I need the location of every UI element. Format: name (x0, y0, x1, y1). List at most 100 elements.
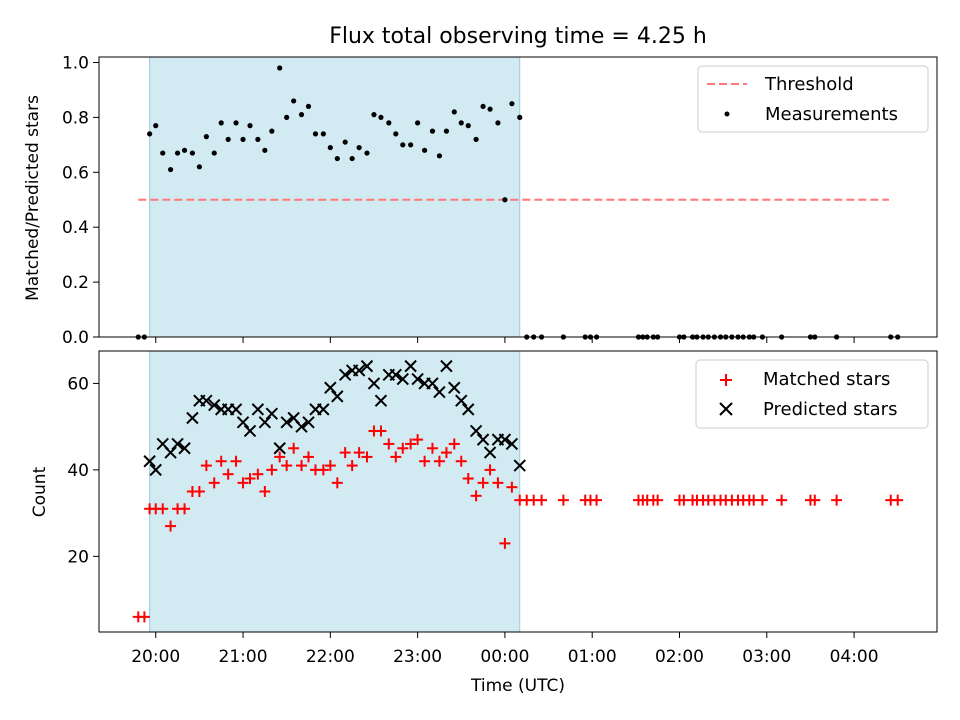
predicted-star-point (280, 416, 293, 429)
measurement-point (262, 147, 268, 153)
matched-star-point (317, 464, 329, 476)
measurement-point (153, 123, 159, 129)
predicted-star-point (164, 446, 177, 459)
measurement-point (269, 128, 275, 134)
measurement-point (218, 120, 224, 126)
measurement-point (147, 131, 153, 137)
legend-measurements-label: Measurements (765, 104, 898, 125)
measurement-point (349, 155, 355, 162)
predicted-star-point (498, 433, 512, 446)
measurement-point (465, 123, 471, 129)
matched-star-point (433, 455, 445, 467)
predicted-star-point (208, 398, 221, 412)
matched-star-point (591, 494, 603, 506)
y-tick-label: 20 (67, 547, 89, 567)
predicted-star-point (324, 381, 337, 394)
chart-title: Flux total observing time = 4.25 h (329, 24, 707, 49)
measurement-point (334, 155, 340, 162)
measurement-point (277, 65, 283, 71)
matched-star-point (390, 451, 402, 463)
measurement-point (415, 120, 421, 126)
bottom-y-ticks: 20 40 60 (67, 374, 99, 567)
predicted-star-point (331, 390, 344, 403)
legend-matched-swatch (720, 374, 732, 386)
x-tick-label: 00:00 (480, 647, 529, 667)
y-tick-label: 0.6 (62, 163, 89, 183)
predicted-star-point (352, 364, 366, 377)
predicted-star-point (338, 368, 352, 381)
matched-star-point (499, 537, 511, 549)
measurement-point (473, 136, 479, 142)
top-legend: Threshold Measurements (697, 65, 929, 133)
matched-star-point (412, 434, 424, 446)
matched-star-point (405, 438, 417, 450)
measurement-point (189, 150, 196, 156)
x-tick-label: 21:00 (219, 647, 268, 667)
y-tick-label: 0.0 (62, 328, 89, 348)
measurement-point (342, 139, 348, 145)
top-y-ticks: 0.0 0.2 0.4 0.6 0.8 1.0 (62, 53, 99, 348)
measurement-point (284, 114, 290, 120)
matched-star-point (375, 425, 387, 437)
measurement-point (421, 147, 428, 153)
measurement-point (429, 128, 436, 134)
matched-star-point (288, 442, 300, 454)
matched-star-point (179, 503, 191, 515)
y-tick-label: 1.0 (62, 53, 89, 73)
top-y-axis-label: Matched/Predicted stars (23, 95, 43, 301)
matched-star-point (281, 460, 293, 472)
measurement-point (386, 120, 392, 126)
predicted-star-point (455, 394, 468, 407)
bottom-x-ticks: 20:00 21:00 22:00 23:00 00:00 01:00 02:00 03:00… (131, 632, 879, 667)
predicted-star-point (469, 424, 483, 438)
measurement-point (364, 150, 370, 156)
matched-star-point (492, 477, 504, 489)
measurement-point (502, 197, 508, 203)
matched-star-point (448, 438, 460, 450)
matched-star-point (200, 460, 212, 472)
matched-star-point (296, 460, 308, 472)
matched-star-point (397, 442, 409, 454)
measurement-point (517, 114, 523, 120)
x-tick-label: 04:00 (830, 647, 879, 667)
matched-star-point (440, 447, 452, 459)
matched-star-point (244, 473, 256, 485)
predicted-star-point (273, 442, 286, 455)
legend-measurements-swatch (724, 111, 730, 117)
bottom-legend-box (695, 359, 929, 429)
measurement-point (393, 131, 399, 137)
predicted-star-point (186, 411, 199, 425)
matched-star-point (237, 477, 249, 489)
y-tick-label: 0.4 (62, 218, 89, 238)
predicted-star-point (426, 377, 439, 390)
matched-star-point (324, 460, 336, 472)
x-tick-label: 22:00 (306, 647, 355, 667)
x-tick-label: 03:00 (742, 647, 791, 667)
bottom-legend: Matched stars Predicted stars (695, 359, 929, 429)
measurement-point (225, 136, 231, 142)
x-axis-label: Time (UTC) (470, 676, 565, 696)
measurement-point (247, 123, 253, 129)
predicted-star-point (513, 459, 526, 472)
matched-star-point (536, 494, 548, 506)
matched-star-point (557, 494, 569, 506)
predicted-star-point (265, 407, 279, 420)
predicted-stars-points (143, 359, 526, 477)
matched-star-point (383, 438, 395, 450)
x-tick-label: 23:00 (393, 647, 442, 667)
predicted-star-point (404, 359, 417, 373)
matched-star-point (353, 447, 365, 459)
predicted-star-point (505, 437, 519, 451)
measurement-point (233, 120, 239, 126)
measurement-point (378, 114, 384, 120)
measurement-point (167, 166, 174, 173)
predicted-star-point (251, 403, 265, 416)
matched-star-point (193, 486, 205, 497)
measurement-point (181, 147, 188, 153)
predicted-star-point (462, 403, 475, 416)
measurement-point (443, 128, 450, 134)
y-tick-label: 60 (67, 374, 89, 394)
matched-star-point (157, 503, 169, 515)
top-x-ticks (155, 337, 855, 343)
